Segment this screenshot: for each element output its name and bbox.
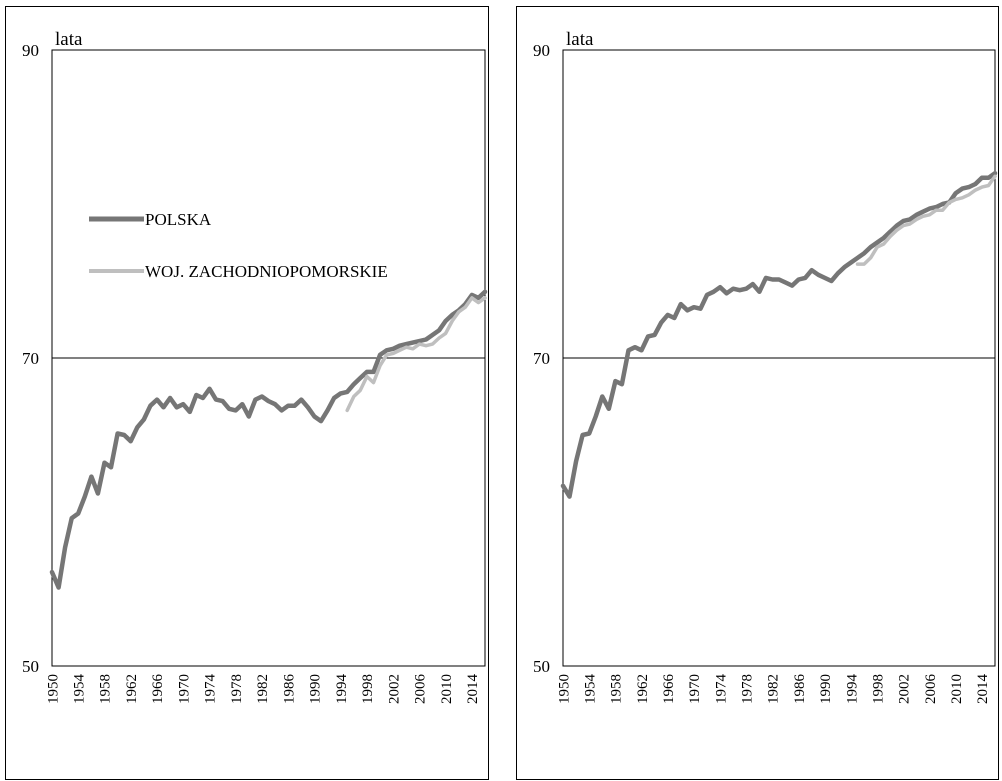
y-tick-label: 50: [22, 657, 39, 676]
series-line-polska: [560, 170, 998, 499]
x-tick-label: 1974: [203, 674, 219, 705]
x-tick-label: 1998: [870, 674, 886, 704]
x-tick-label: 2014: [465, 674, 481, 705]
chart-panel-right: 50 70 90 lata 1950 1954 1958 1962 1966 1970 1974 19…: [516, 6, 999, 780]
y-tick-label: 50: [533, 657, 550, 676]
series-line-polska: [49, 289, 488, 590]
x-tick-label: 1986: [792, 674, 808, 705]
x-tick-label: 2010: [439, 674, 455, 704]
x-tick-label: 1950: [556, 674, 572, 704]
y-tick-label: 90: [22, 41, 39, 60]
x-tick-label: 1954: [582, 674, 598, 705]
y-tick-label: 70: [22, 349, 39, 368]
x-tick-label: 1966: [661, 674, 677, 705]
x-tick-label: 1998: [360, 674, 376, 704]
x-tick-label: 1954: [71, 674, 87, 705]
x-tick-label: 2014: [975, 674, 991, 705]
chart-panel-left: 50 70 90 lata 1950 1954 1958 1962 1966 1970 1974 19…: [5, 6, 489, 780]
x-tick-label: 1990: [818, 674, 834, 704]
x-tick-label: 2002: [386, 674, 402, 704]
x-tick-label: 1986: [281, 674, 297, 705]
x-tick-label: 1970: [687, 674, 703, 704]
x-tick-label: 1994: [334, 674, 350, 705]
y-tick-label: 70: [533, 349, 550, 368]
series-line-woj-zachodniopomorskie: [855, 174, 997, 266]
x-tick-label: 2006: [923, 674, 939, 705]
x-tick-label: 1962: [124, 674, 140, 704]
x-tick-label: 1994: [844, 674, 860, 705]
chart-left: 50 70 90 lata 1950 1954 1958 1962 1966 1970 1974 19…: [22, 29, 488, 705]
x-tick-label: 1958: [609, 674, 625, 704]
x-tick-label: 1974: [713, 674, 729, 705]
x-tick-label: 1958: [98, 674, 114, 704]
legend-label: POLSKA: [145, 210, 212, 229]
chart-right: 50 70 90 lata 1950 1954 1958 1962 1966 1970 1974 19…: [533, 29, 998, 705]
legend-label: WOJ. ZACHODNIOPOMORSKIE: [145, 262, 388, 281]
x-tick-label: 1978: [740, 674, 756, 704]
x-tick-label: 2010: [949, 674, 965, 704]
x-tick-label: 1962: [635, 674, 651, 704]
x-tick-label: 1950: [45, 674, 61, 704]
y-axis-label: lata: [55, 29, 83, 50]
x-tick-label: 1970: [176, 674, 192, 704]
y-axis-label: lata: [566, 29, 594, 50]
series-line-woj-zachodniopomorskie: [345, 296, 487, 413]
x-tick-label: 2006: [413, 674, 429, 705]
y-tick-label: 90: [533, 41, 550, 60]
x-tick-label: 1978: [229, 674, 245, 704]
x-tick-label: 2002: [897, 674, 913, 704]
x-tick-label: 1990: [308, 674, 324, 704]
x-tick-label: 1982: [766, 674, 782, 704]
x-tick-label: 1982: [255, 674, 271, 704]
x-tick-label: 1966: [150, 674, 166, 705]
